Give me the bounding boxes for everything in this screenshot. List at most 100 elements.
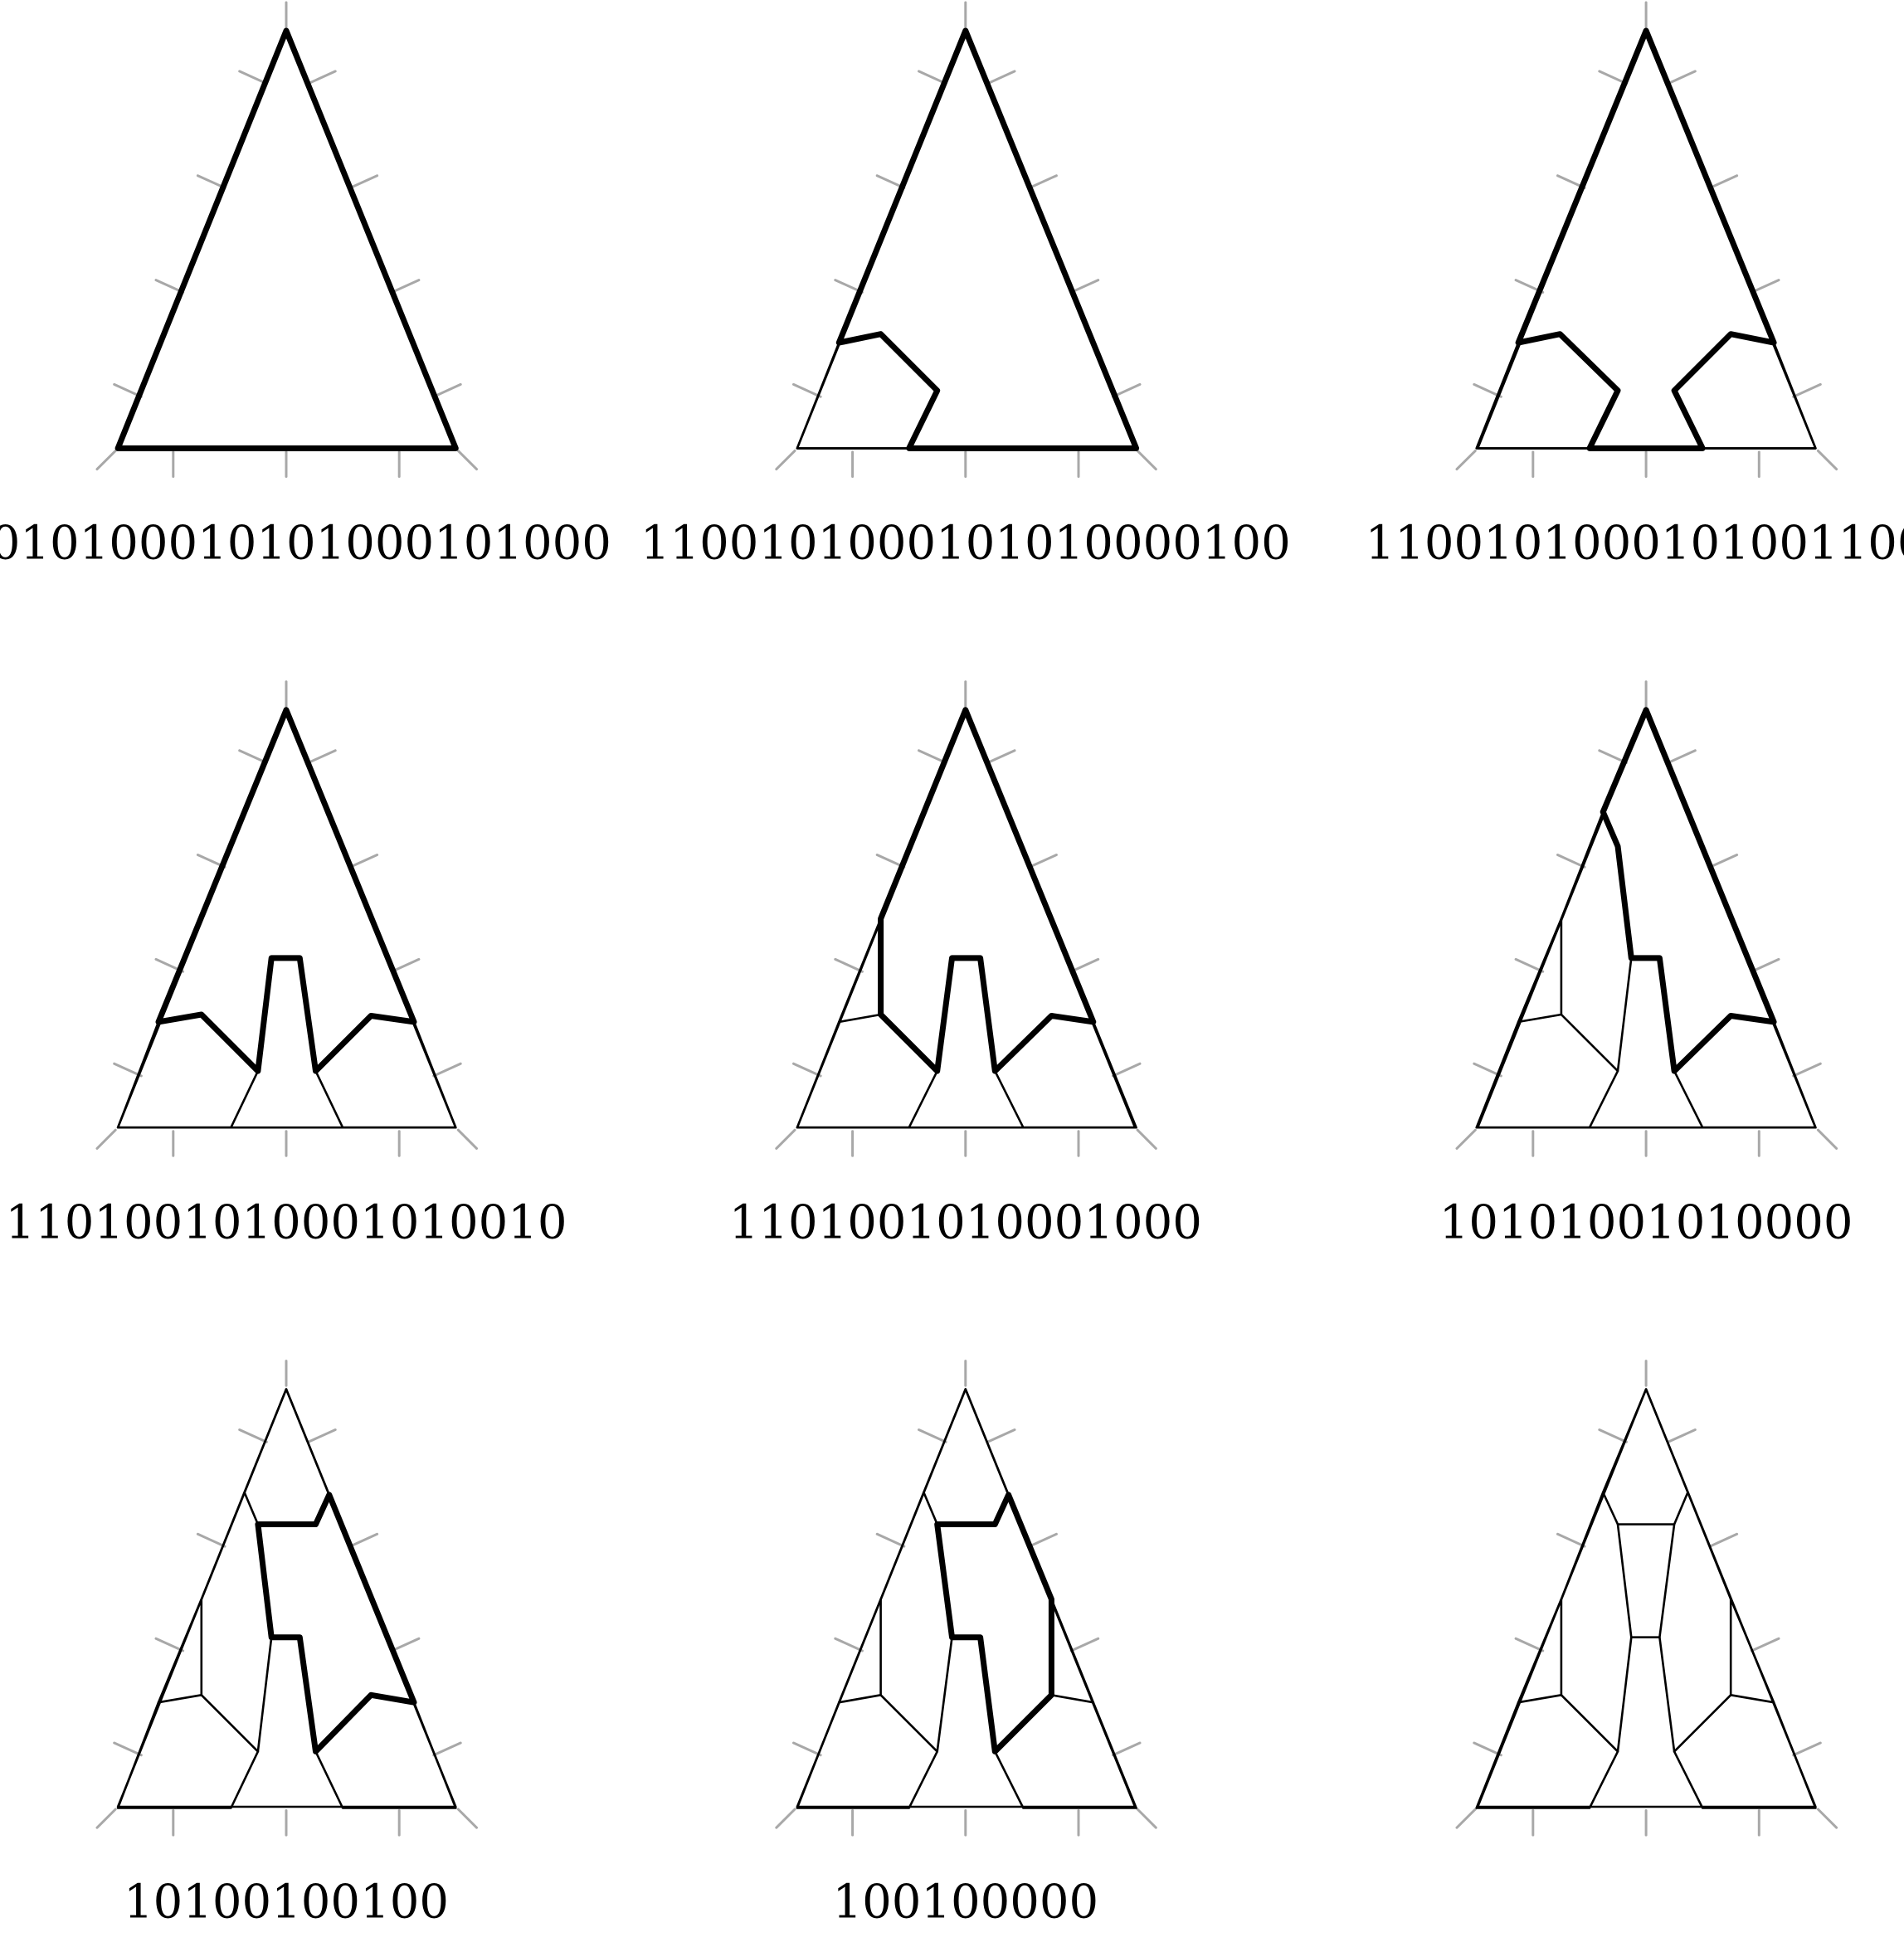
partition-line	[1475, 341, 1591, 450]
boundary-tick	[1455, 1128, 1477, 1150]
partition-line	[243, 1388, 288, 1526]
partition-line	[314, 1020, 457, 1129]
boundary-tick	[1667, 749, 1697, 764]
boundary-tick	[1750, 279, 1780, 294]
boundary-tick	[1750, 1637, 1780, 1652]
boundary-tick	[1708, 174, 1739, 189]
binary-code-label: 10100100100	[124, 1875, 449, 1929]
triangle-outline	[796, 708, 1137, 1129]
boundary-tick	[432, 382, 462, 398]
triangle-panel: 1010100010101000101000	[0, 1, 611, 571]
boundary-tick	[456, 1808, 478, 1829]
boundary-tick	[986, 70, 1016, 85]
boundary-tick	[775, 449, 796, 471]
boundary-tick	[432, 1741, 462, 1757]
partition-line	[837, 917, 882, 1024]
boundary-tick	[95, 1128, 117, 1150]
boundary-tick	[1069, 1637, 1100, 1652]
partition-line	[1475, 1598, 1619, 1809]
partition-line	[1050, 1598, 1095, 1704]
boundary-tick	[95, 449, 117, 471]
partition-line	[116, 1020, 260, 1129]
partition-line	[1673, 1598, 1817, 1809]
partition-line	[936, 1636, 953, 1753]
triangle-panel: 1100101000101001100	[1366, 1, 1904, 571]
boundary-tick	[1473, 1062, 1502, 1078]
binary-code-label: 10101001010000	[1439, 1196, 1853, 1250]
triangle-panel: 1101001010001010010	[6, 680, 567, 1250]
binary-code-label: 1010100010101000101000	[0, 517, 611, 571]
triangle-outline	[1476, 1388, 1817, 1808]
boundary-tick	[1792, 1741, 1822, 1757]
partition-line	[285, 1388, 331, 1497]
boundary-tick	[1792, 1062, 1822, 1078]
triangle-panel: 10101001010000	[1439, 680, 1853, 1250]
partition-line	[116, 1598, 260, 1809]
highlighted-path	[835, 27, 1140, 451]
boundary-tick	[238, 749, 268, 764]
boundary-tick	[1598, 1428, 1628, 1443]
triangle-panel	[1455, 1360, 1838, 1837]
boundary-tick	[432, 1062, 462, 1078]
boundary-tick	[1667, 1428, 1697, 1443]
boundary-tick	[918, 749, 947, 764]
partition-line	[796, 341, 910, 450]
boundary-tick	[1112, 1741, 1142, 1757]
boundary-tick	[1816, 449, 1838, 471]
highlighted-path	[1600, 707, 1777, 1074]
boundary-tick	[390, 1637, 421, 1652]
triangle-outline	[796, 29, 1137, 450]
partition-line	[1630, 1523, 1676, 1638]
partition-line	[1616, 1523, 1633, 1753]
highlighted-path	[878, 707, 1097, 1074]
partition-line	[314, 1701, 457, 1809]
partition-line	[837, 1491, 925, 1704]
boundary-tick	[1455, 449, 1477, 471]
boundary-tick	[1816, 1808, 1838, 1829]
binary-code-label: 100100000	[832, 1875, 1098, 1929]
boundary-tick	[1112, 1062, 1142, 1078]
boundary-tick	[775, 1128, 796, 1150]
triangle-outline	[116, 708, 457, 1129]
boundary-tick	[456, 449, 478, 471]
boundary-tick	[238, 70, 268, 85]
boundary-tick	[390, 957, 421, 973]
boundary-tick	[390, 279, 421, 294]
partition-line	[1517, 810, 1605, 1024]
partition-line	[1475, 917, 1619, 1129]
partition-line	[1687, 1491, 1732, 1601]
boundary-tick	[307, 749, 337, 764]
boundary-tick	[1069, 957, 1100, 973]
boundary-tick	[1792, 382, 1822, 398]
boundary-tick	[1473, 1741, 1502, 1757]
boundary-tick	[834, 957, 864, 973]
boundary-tick	[307, 1428, 337, 1443]
boundary-tick	[1455, 1808, 1477, 1829]
partition-line	[796, 1598, 938, 1809]
partition-line	[923, 1388, 967, 1526]
partition-line	[157, 1491, 246, 1704]
boundary-tick	[1598, 70, 1628, 85]
boundary-tick	[1708, 1532, 1739, 1548]
boundary-tick	[1816, 1128, 1838, 1150]
highlighted-path	[255, 1492, 417, 1754]
partition-line	[1517, 1491, 1605, 1704]
partition-line	[1601, 1388, 1689, 1526]
boundary-tick	[196, 174, 226, 189]
boundary-tick	[1136, 449, 1157, 471]
boundary-tick	[113, 1741, 143, 1757]
boundary-tick	[1556, 1532, 1586, 1548]
triangle-panel: 1101001010001000	[729, 680, 1202, 1250]
boundary-tick	[196, 1532, 226, 1548]
boundary-tick	[986, 749, 1016, 764]
partition-line	[1701, 341, 1817, 450]
boundary-tick	[1514, 957, 1545, 973]
boundary-tick	[113, 1062, 143, 1078]
highlighted-path	[155, 707, 417, 1074]
boundary-tick	[986, 1428, 1016, 1443]
boundary-tick	[95, 1808, 117, 1829]
binary-code-label: 1100101000101010000100	[640, 517, 1291, 571]
triangle-outline	[116, 29, 457, 450]
